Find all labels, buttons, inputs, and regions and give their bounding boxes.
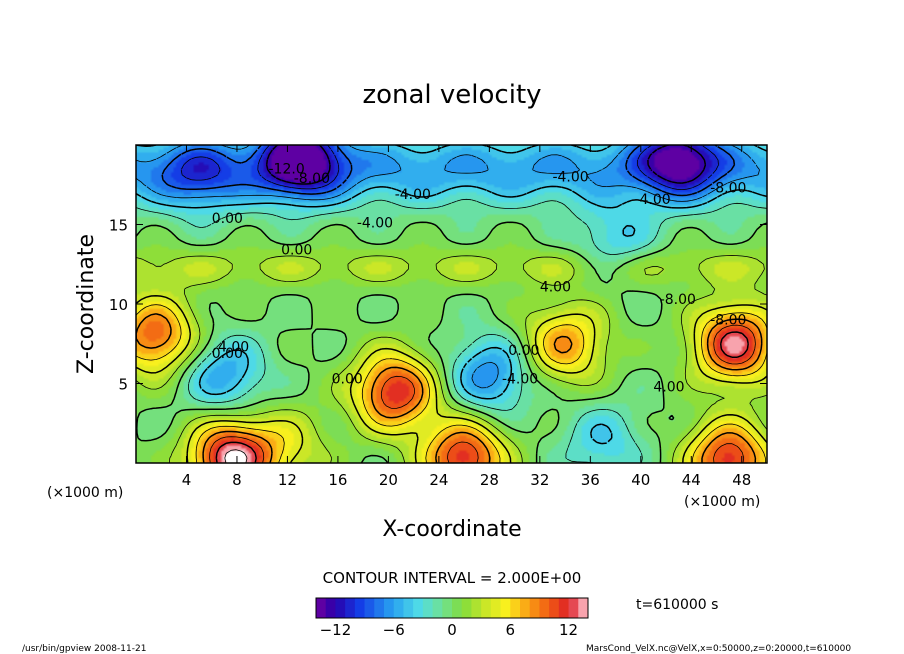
contour-label: 4.00 bbox=[653, 379, 684, 395]
colorbar-swatch bbox=[364, 598, 375, 618]
x-tick-label: 40 bbox=[631, 471, 650, 489]
contour-level-2 bbox=[136, 255, 767, 463]
contour-label: 0.00 bbox=[212, 211, 243, 227]
x-tick-label: 36 bbox=[581, 471, 600, 489]
colorbar-tick-label: 6 bbox=[506, 621, 516, 639]
contour-label: -4.00 bbox=[395, 187, 431, 203]
contour-level-10 bbox=[209, 324, 756, 463]
colorbar-swatch bbox=[452, 598, 463, 618]
contour-label: -4.00 bbox=[634, 192, 670, 208]
x-tick-label: 12 bbox=[278, 471, 297, 489]
colorbar-swatch bbox=[549, 598, 560, 618]
contour-interval-text: CONTOUR INTERVAL = 2.000E+00 bbox=[323, 569, 582, 587]
footer-left: /usr/bin/gpview 2008-11-21 bbox=[22, 644, 146, 654]
y-tick-label: 5 bbox=[118, 376, 128, 394]
x-tick-label: 8 bbox=[232, 471, 242, 489]
contour-label: -4.00 bbox=[502, 372, 538, 388]
contour-label: 0.00 bbox=[281, 243, 312, 259]
colorbar-swatch bbox=[325, 598, 336, 618]
contour-label: -8.00 bbox=[660, 292, 696, 308]
contour-label: -12.0 bbox=[269, 162, 305, 178]
contour-label: 0.00 bbox=[332, 372, 363, 388]
contour-level-0 bbox=[136, 221, 767, 463]
contour-level-8 bbox=[136, 313, 763, 463]
contour-label: 4.00 bbox=[218, 340, 249, 356]
colorbar-swatch bbox=[316, 598, 327, 618]
contour-level-neg6 bbox=[136, 145, 760, 389]
colorbar-frame bbox=[315, 597, 589, 619]
x-tick-label: 44 bbox=[682, 471, 701, 489]
contour-lines bbox=[136, 145, 767, 463]
colorbar-swatch bbox=[432, 598, 443, 618]
colorbar-swatch bbox=[442, 598, 453, 618]
y-unit-label: (×1000 m) bbox=[47, 485, 123, 501]
contour-level-neg10 bbox=[180, 145, 719, 190]
colorbar-tick-label: −12 bbox=[320, 621, 352, 639]
contour-label: -4.00 bbox=[552, 170, 588, 186]
colorbar-swatch bbox=[578, 598, 589, 618]
x-tick-label: 48 bbox=[732, 471, 751, 489]
colorbar-swatch bbox=[510, 598, 521, 618]
colorbar-swatch bbox=[354, 598, 365, 618]
colorbar-swatch bbox=[384, 598, 395, 618]
plot-area: -12.0-8.00-4.00-4.00-4.00-4.00-8.000.000… bbox=[109, 144, 768, 489]
colorbar-swatch bbox=[345, 598, 356, 618]
colorbar-tick-label: 0 bbox=[447, 621, 457, 639]
colorbar-swatch bbox=[568, 598, 579, 618]
x-tick-label: 16 bbox=[328, 471, 347, 489]
colorbar-swatch bbox=[490, 598, 501, 618]
colorbar-swatch bbox=[481, 598, 492, 618]
colorbar-swatch bbox=[393, 598, 404, 618]
x-unit-label: (×1000 m) bbox=[684, 494, 760, 510]
colorbar-swatch bbox=[520, 598, 531, 618]
colorbar-swatch bbox=[500, 598, 511, 618]
footer-right: MarsCond_VelX.nc@VelX,x=0:50000,z=0:2000… bbox=[586, 644, 851, 654]
colorbar-swatch bbox=[539, 598, 550, 618]
colorbar-tick-label: 12 bbox=[559, 621, 578, 639]
x-tick-label: 24 bbox=[429, 471, 448, 489]
x-axis: 4 8 12 16 20 24 28 32 36 40 44 48 bbox=[182, 145, 751, 489]
contour-level-4 bbox=[136, 294, 767, 463]
contour-label: 0.00 bbox=[212, 346, 243, 362]
colorbar-swatch bbox=[403, 598, 414, 618]
y-tick-label: 10 bbox=[109, 296, 128, 314]
contour-level-neg2 bbox=[136, 198, 767, 463]
x-tick-label: 28 bbox=[480, 471, 499, 489]
x-axis-label: X-coordinate bbox=[382, 517, 521, 542]
colorbar-swatch bbox=[335, 598, 346, 618]
x-tick-label: 20 bbox=[379, 471, 398, 489]
contour-labels: -12.0-8.00-4.00-4.00-4.00-4.00-8.000.000… bbox=[212, 162, 747, 396]
contour-label: -8.00 bbox=[294, 171, 330, 187]
colorbar-tick-label: −6 bbox=[383, 621, 405, 639]
x-tick-label: 4 bbox=[182, 471, 192, 489]
contour-level-6 bbox=[136, 304, 767, 463]
contour-level-12 bbox=[215, 331, 749, 463]
colorbar-swatch bbox=[471, 598, 482, 618]
contour-label: -8.00 bbox=[710, 313, 746, 329]
contour-level-neg8 bbox=[161, 145, 736, 197]
contour-label: -8.00 bbox=[710, 181, 746, 197]
contour-label: 0.00 bbox=[508, 343, 539, 359]
x-tick-label: 32 bbox=[530, 471, 549, 489]
contour-label: -4.00 bbox=[357, 216, 393, 232]
colorbar-swatch bbox=[558, 598, 569, 618]
y-axis: 5 10 15 bbox=[109, 217, 767, 394]
colorbar-swatch bbox=[413, 598, 424, 618]
colorbar: −12 −6 0 6 12 bbox=[315, 597, 589, 639]
chart-title: zonal velocity bbox=[362, 80, 541, 110]
colorbar-swatch bbox=[529, 598, 540, 618]
colorbar-swatch bbox=[461, 598, 472, 618]
y-tick-label: 15 bbox=[109, 217, 128, 235]
colorbar-swatch bbox=[422, 598, 433, 618]
contour-label: 4.00 bbox=[540, 279, 571, 295]
y-axis-label: Z-coordinate bbox=[74, 234, 99, 374]
colorbar-swatch bbox=[374, 598, 385, 618]
time-label: t=610000 s bbox=[636, 597, 718, 613]
